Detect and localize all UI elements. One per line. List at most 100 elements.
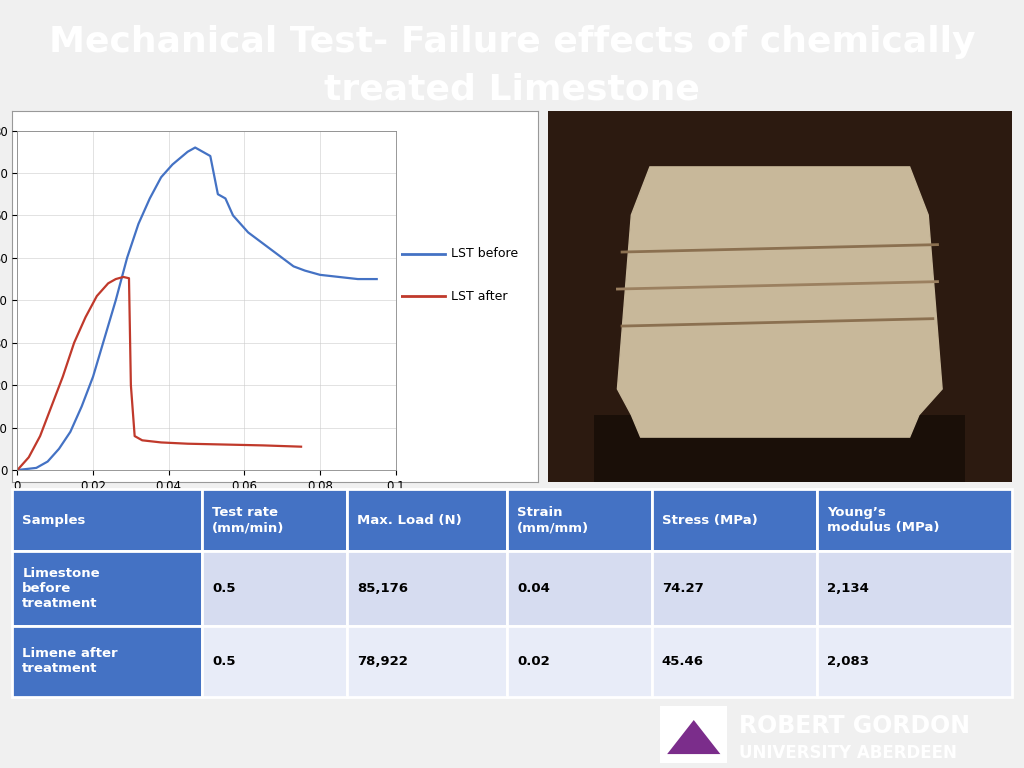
LST after [295,442,307,452]
LST before [288,262,300,271]
Bar [507,551,652,626]
LST before [351,274,364,283]
LST before [65,427,77,436]
LST before [264,245,276,254]
Line: LST before: LST before [17,147,377,470]
LST before [219,194,231,203]
LST before [110,296,122,305]
LST after [102,279,115,288]
LST before [143,194,156,203]
LST before [121,253,133,263]
Polygon shape [617,167,942,437]
Text: Strain
(mm/mm): Strain (mm/mm) [517,506,589,535]
Bar [660,706,727,763]
Bar [652,489,817,551]
LST after [79,313,91,322]
Line: LST after: LST after [17,277,301,470]
LST before [227,210,240,220]
Text: 2,083: 2,083 [826,655,868,668]
LST before [155,173,167,182]
LST before [276,253,289,263]
Bar [817,551,1012,626]
LST before [313,270,326,280]
Bar [817,489,1012,551]
LST after [91,291,103,300]
Text: 2,134: 2,134 [826,582,868,595]
LST after [219,440,231,449]
Text: 78,922: 78,922 [357,655,408,668]
LST after [110,274,122,283]
Text: 0.5: 0.5 [212,655,236,668]
Text: Max. Load (N): Max. Load (N) [357,514,462,527]
Text: 45.46: 45.46 [662,655,703,668]
LST after [68,338,80,347]
Bar [202,551,347,626]
Bar [12,489,202,551]
LST before [253,237,265,246]
Bar [594,415,966,482]
LST before [166,160,178,169]
LST before [234,220,247,229]
Text: Limene after
treatment: Limene after treatment [23,647,118,675]
LST before [30,463,42,472]
LST after [136,435,148,445]
Bar [507,626,652,697]
Text: Stress (MPa): Stress (MPa) [662,514,758,527]
LST before [87,372,99,381]
Text: 0.04: 0.04 [517,582,550,595]
Bar [202,489,347,551]
LST before [212,190,224,199]
LST before [11,465,24,475]
LST before [132,220,144,229]
Bar [202,626,347,697]
Text: LST before: LST before [452,247,518,260]
Text: Young’s
modulus (MPa): Young’s modulus (MPa) [826,506,939,535]
LST after [56,372,69,381]
X-axis label: Strain (mm/mm): Strain (mm/mm) [136,498,276,513]
Text: Test rate
(mm/min): Test rate (mm/min) [212,506,285,535]
LST before [174,154,186,163]
Text: 0.02: 0.02 [517,655,550,668]
Text: treated Limestone: treated Limestone [324,72,700,106]
LST after [155,438,167,447]
Text: 85,176: 85,176 [357,582,409,595]
Text: Samples: Samples [23,514,86,527]
Text: ROBERT GORDON: ROBERT GORDON [739,714,971,738]
Bar [817,626,1012,697]
Polygon shape [668,720,721,754]
Bar [652,551,817,626]
Text: 0.5: 0.5 [212,582,236,595]
Text: Mechanical Test- Failure effects of chemically: Mechanical Test- Failure effects of chem… [49,25,975,59]
LST after [45,402,57,411]
LST after [125,380,137,389]
LST after [123,273,135,283]
Bar [507,489,652,551]
LST after [129,432,141,441]
LST after [117,273,129,282]
Text: UNIVERSITY ABERDEEN: UNIVERSITY ABERDEEN [739,744,957,762]
LST before [371,274,383,283]
LST before [333,273,345,282]
Bar [347,551,507,626]
LST before [189,143,202,152]
Bar [347,626,507,697]
LST before [299,266,311,275]
LST before [204,151,216,161]
LST after [257,441,269,450]
Text: LST after: LST after [452,290,508,303]
Text: RGU: RGU [683,746,705,756]
LST before [42,457,54,466]
Bar [652,626,817,697]
LST before [53,444,66,453]
LST before [181,147,194,157]
Bar [347,489,507,551]
Text: 74.27: 74.27 [662,582,703,595]
LST before [98,334,111,343]
Text: Limestone
before
treatment: Limestone before treatment [23,568,100,611]
LST before [76,402,88,411]
Bar [12,626,202,697]
LST before [197,147,209,157]
LST after [11,465,24,475]
LST after [23,452,35,462]
LST before [242,228,254,237]
